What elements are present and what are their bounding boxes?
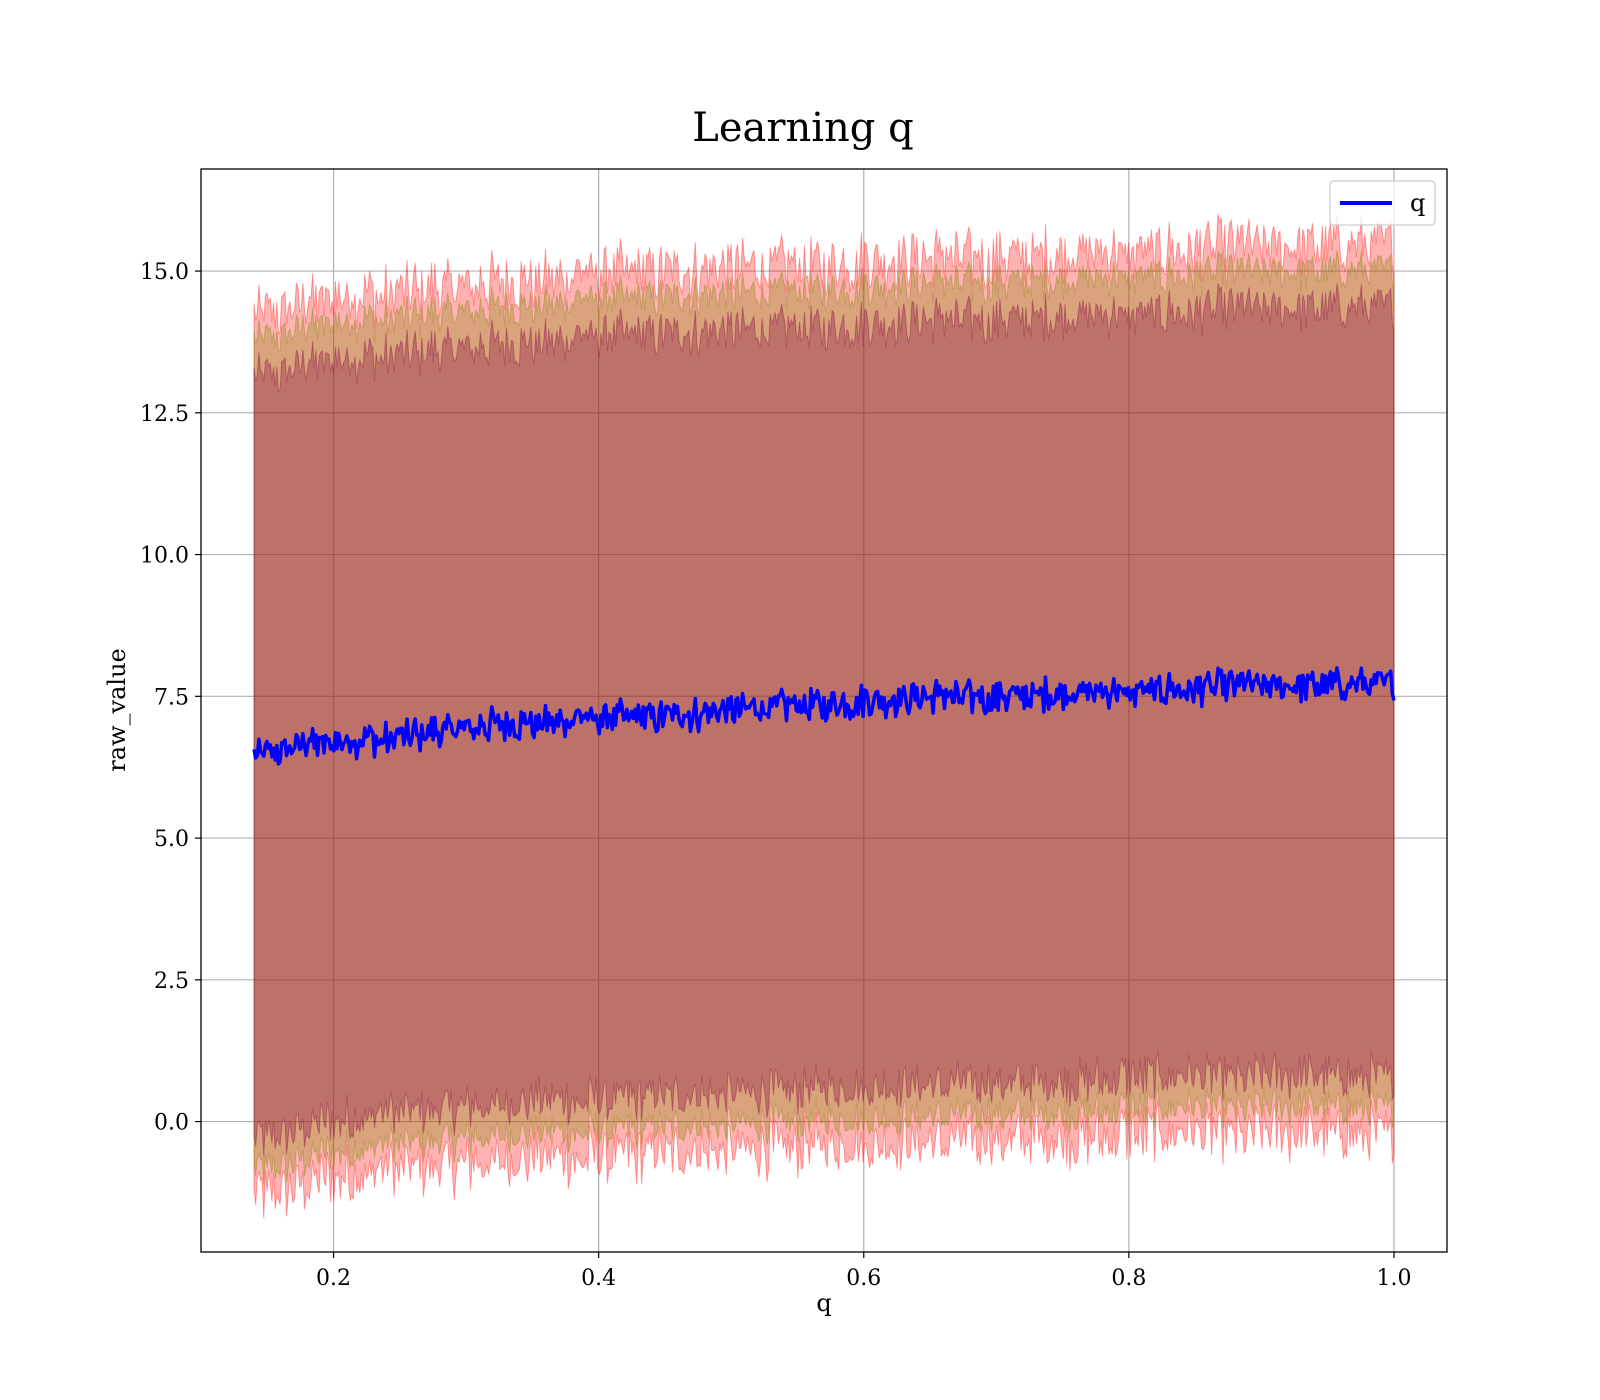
axis-ticks: 0.2 0.4 0.6 0.8 1.0 0.0 2.5 5.0 7.5 10.0 12.5 15.0 [140,260,1411,1291]
x-tick-label: 0.2 [316,1266,351,1291]
y-tick-label: 5.0 [154,827,189,852]
legend: q [1329,180,1436,226]
y-tick-label: 2.5 [154,969,189,994]
chart-title: Learning q [692,105,913,151]
plot-frame [200,168,1448,1253]
y-tick-label: 10.0 [140,544,189,569]
confidence-bands [253,213,1395,1219]
x-tick-label: 1.0 [1376,1266,1411,1291]
series-lines [252,666,1396,766]
y-tick-label: 7.5 [154,685,189,710]
x-axis-label: q [816,1289,831,1317]
y-tick-label: 15.0 [140,260,189,285]
legend-label-q: q [1410,189,1425,217]
y-tick-label: 12.5 [140,402,189,427]
x-tick-label: 0.8 [1111,1266,1146,1291]
x-tick-label: 0.6 [846,1266,881,1291]
series-line-q [252,666,1396,766]
x-tick-label: 0.4 [581,1266,616,1291]
y-tick-label: 0.0 [154,1111,189,1136]
y-axis-label: raw_value [103,648,131,772]
